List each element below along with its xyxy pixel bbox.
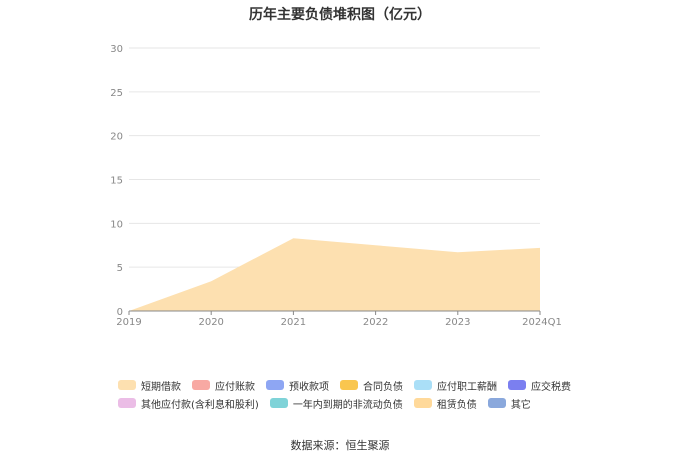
- legend-swatch: [413, 398, 432, 408]
- legend-swatch: [118, 380, 136, 390]
- legend-item[interactable]: 短期借款: [118, 378, 181, 393]
- y-tick-label: 30: [110, 44, 123, 55]
- legend-label: 合同负债: [363, 381, 403, 393]
- legend: 短期借款 应付账款 预收款项 合同负债 应付职工薪酬 应交税费 其他应付款(含利息和股利)…: [118, 378, 578, 414]
- x-tick-label: 2020: [198, 317, 223, 328]
- y-tick-label: 25: [110, 88, 123, 99]
- legend-item[interactable]: 应交税费: [508, 378, 571, 393]
- legend-label: 应付账款: [215, 381, 255, 393]
- x-tick-label: 2019: [116, 317, 141, 328]
- y-tick-label: 5: [117, 263, 123, 274]
- stacked-area-chart: 0 5 10 15 20 25 30 2019 2020 2021 2022 2023 2024Q1: [110, 44, 562, 328]
- legend-row: 其他应付款(含利息和股利) 一年内到期的非流动负债 租赁负债 其它: [118, 396, 578, 411]
- legend-item[interactable]: 应付账款: [192, 378, 255, 393]
- legend-swatch: [118, 398, 136, 408]
- legend-label: 应付职工薪酬: [437, 381, 497, 393]
- legend-label: 其它: [510, 399, 531, 411]
- legend-swatch: [414, 380, 432, 390]
- legend-item[interactable]: 合同负债: [340, 378, 403, 393]
- legend-label: 一年内到期的非流动负债: [292, 399, 403, 411]
- legend-label: 短期借款: [141, 381, 181, 393]
- axes: 0 5 10 15 20 25 30 2019 2020 2021 2022 2023 2024Q1: [110, 44, 562, 328]
- legend-label: 租赁负债: [436, 399, 477, 411]
- area-series-短期借款: [129, 238, 540, 311]
- y-tick-label: 20: [110, 132, 123, 143]
- area-series: [129, 238, 540, 311]
- x-tick-label: 2023: [445, 317, 470, 328]
- data-source: 数据来源：恒生聚源: [290, 439, 390, 452]
- x-tick-label: 2021: [281, 317, 306, 328]
- y-tick-label: 15: [110, 176, 123, 187]
- x-tick-label: 2022: [363, 317, 388, 328]
- legend-swatch: [192, 380, 210, 390]
- legend-swatch: [269, 398, 288, 408]
- legend-swatch: [487, 398, 506, 408]
- legend-swatch: [508, 380, 526, 390]
- legend-item[interactable]: 其它: [487, 396, 531, 411]
- legend-item[interactable]: 应付职工薪酬: [414, 378, 497, 393]
- legend-item[interactable]: 其他应付款(含利息和股利): [118, 396, 259, 411]
- legend-swatch: [340, 380, 358, 390]
- x-tick-label: 2024Q1: [522, 317, 562, 328]
- legend-item[interactable]: 一年内到期的非流动负债: [269, 396, 403, 411]
- legend-swatch: [266, 380, 284, 390]
- y-tick-label: 10: [110, 219, 123, 230]
- legend-item[interactable]: 租赁负债: [413, 396, 477, 411]
- grid-lines: [129, 47, 540, 268]
- legend-label: 其他应付款(含利息和股利): [141, 399, 259, 411]
- legend-item[interactable]: 预收款项: [266, 378, 329, 393]
- legend-row: 短期借款 应付账款 预收款项 合同负债 应付职工薪酬 应交税费: [118, 378, 578, 393]
- legend-label: 应交税费: [531, 381, 571, 393]
- y-tick-label: 0: [117, 307, 123, 318]
- legend-label: 预收款项: [289, 381, 329, 393]
- chart-title: 历年主要负债堆积图（亿元）: [249, 7, 431, 23]
